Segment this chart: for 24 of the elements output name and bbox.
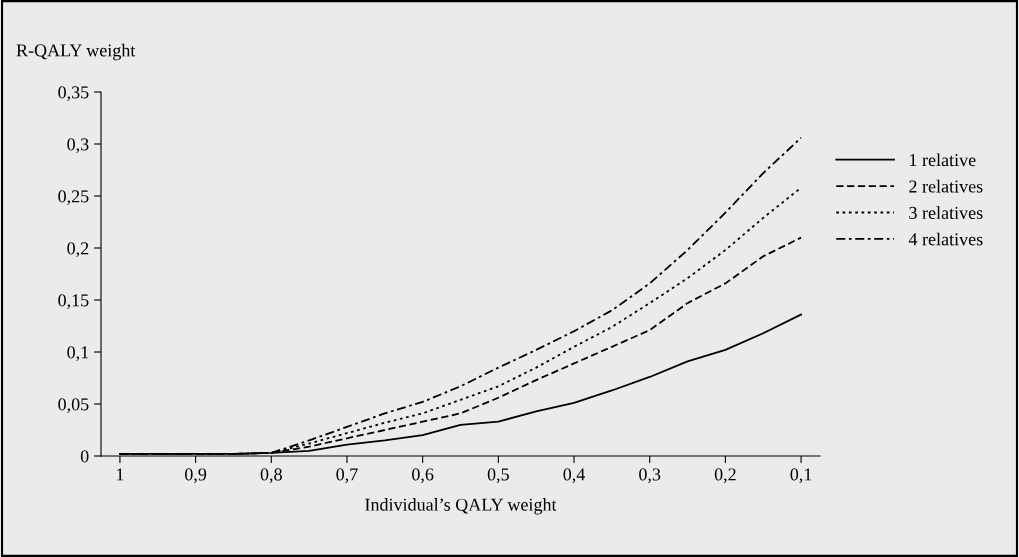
x-tick-label: 0,6 bbox=[412, 468, 434, 484]
x-tick-label: 0,1 bbox=[790, 468, 812, 484]
x-tick-label: 0,8 bbox=[260, 468, 282, 484]
y-tick-label: 0,05 bbox=[58, 398, 89, 414]
x-tick-label: 1 bbox=[117, 468, 124, 481]
x-tick-label: 0,3 bbox=[639, 468, 661, 484]
y-axis-title: R-QALY weight bbox=[16, 43, 136, 61]
y-tick-label: 0,3 bbox=[67, 138, 89, 154]
legend-label: 3 relatives bbox=[909, 206, 983, 219]
legend-label: 4 relatives bbox=[908, 232, 983, 246]
y-tick-label: 0,15 bbox=[58, 294, 89, 310]
y-tick-label: 0,2 bbox=[67, 242, 89, 258]
legend-label: 1 relative bbox=[910, 153, 976, 167]
y-tick-label: 0,35 bbox=[58, 86, 89, 102]
y-tick-label: 0,25 bbox=[58, 190, 89, 206]
x-tick-label: 0,5 bbox=[487, 468, 509, 484]
x-tick-label: 0,2 bbox=[714, 468, 736, 484]
x-tick-label: 0,7 bbox=[336, 468, 358, 484]
x-axis-title: Individual’s QALY weight bbox=[365, 498, 557, 515]
x-tick-label: 0,4 bbox=[563, 468, 586, 484]
y-tick-label: 0,1 bbox=[67, 346, 89, 362]
y-tick-label: 0 bbox=[80, 450, 89, 463]
x-tick-label: 0,9 bbox=[185, 468, 207, 484]
legend-label: 2 relatives bbox=[909, 179, 983, 193]
